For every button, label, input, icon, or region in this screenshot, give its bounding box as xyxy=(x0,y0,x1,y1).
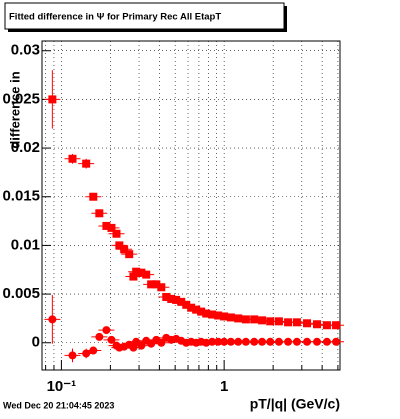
marker xyxy=(292,337,301,346)
marker xyxy=(162,292,171,301)
marker xyxy=(241,315,250,324)
marker xyxy=(48,95,57,104)
y-tick-label: 0.005 xyxy=(2,285,40,302)
marker xyxy=(167,294,176,303)
x-tick-label: 1 xyxy=(220,378,228,395)
marker xyxy=(68,351,77,360)
marker xyxy=(214,311,223,320)
plot-frame xyxy=(41,40,341,371)
marker xyxy=(220,312,229,321)
marker xyxy=(187,303,196,312)
y-tick-label: 0.025 xyxy=(2,90,40,107)
marker xyxy=(102,221,111,230)
marker xyxy=(197,307,206,316)
marker xyxy=(303,319,312,328)
marker xyxy=(172,295,181,304)
marker xyxy=(234,314,243,323)
marker xyxy=(125,250,134,259)
marker xyxy=(182,300,191,309)
marker xyxy=(292,318,301,327)
marker xyxy=(258,316,267,325)
marker xyxy=(68,154,77,163)
marker xyxy=(266,317,275,326)
marker xyxy=(177,297,186,306)
marker xyxy=(157,283,166,292)
timestamp: Wed Dec 20 21:04:45 2023 xyxy=(3,400,114,410)
marker xyxy=(48,315,57,324)
marker xyxy=(250,315,259,324)
marker xyxy=(266,337,275,346)
marker xyxy=(202,309,211,318)
marker xyxy=(102,326,111,335)
marker xyxy=(303,337,312,346)
marker xyxy=(284,318,293,327)
marker xyxy=(112,229,121,238)
marker xyxy=(89,192,98,201)
marker xyxy=(313,320,322,329)
marker xyxy=(107,335,116,344)
marker xyxy=(284,337,293,346)
marker xyxy=(258,337,267,346)
marker xyxy=(332,321,341,330)
marker xyxy=(95,332,104,341)
marker xyxy=(226,313,235,322)
marker xyxy=(332,337,341,346)
marker xyxy=(137,268,146,277)
marker xyxy=(115,241,124,250)
chart-title: Fitted difference in Ψ for Primary Rec A… xyxy=(9,12,221,23)
marker xyxy=(89,346,98,355)
marker xyxy=(322,321,331,330)
marker xyxy=(82,159,91,168)
y-tick-label: 0.03 xyxy=(11,42,40,59)
y-tick-label: 0 xyxy=(32,334,40,351)
marker xyxy=(313,337,322,346)
x-tick-label: 10⁻¹ xyxy=(47,378,77,395)
y-tick-label: 0.02 xyxy=(11,139,40,156)
marker xyxy=(107,223,116,232)
marker xyxy=(208,310,217,319)
y-tick-label: 0.01 xyxy=(11,236,40,253)
y-axis-label: difference in xyxy=(7,71,22,148)
marker xyxy=(202,338,211,347)
x-axis-label: pT/|q| (GeV/c) xyxy=(250,396,340,412)
marker xyxy=(132,267,141,276)
marker xyxy=(120,245,129,254)
y-tick-label: 0.015 xyxy=(2,188,40,205)
marker xyxy=(157,338,166,347)
marker xyxy=(82,349,91,358)
marker xyxy=(95,209,104,218)
marker xyxy=(142,270,151,279)
marker xyxy=(274,337,283,346)
marker xyxy=(152,280,161,289)
marker xyxy=(241,337,250,346)
marker xyxy=(129,272,138,281)
marker xyxy=(322,337,331,346)
title-box xyxy=(4,2,285,30)
marker xyxy=(192,305,201,314)
marker xyxy=(274,317,283,326)
